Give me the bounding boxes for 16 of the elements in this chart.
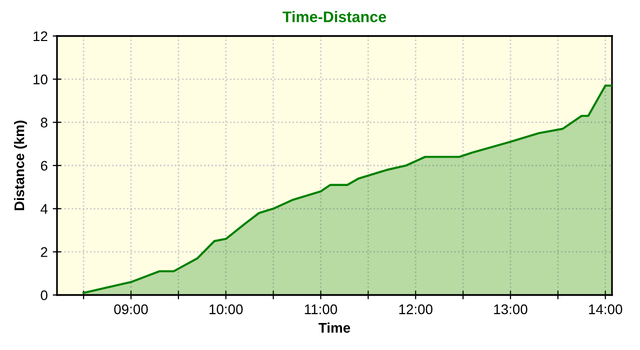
- y-axis-title: Distance (km): [14, 120, 27, 210]
- x-tick-label: 14:00: [589, 304, 622, 314]
- x-tick-label: 10:00: [210, 304, 243, 314]
- y-tick-label: 8: [40, 118, 48, 128]
- y-tick-label: 4: [40, 204, 48, 214]
- y-tick-label: 10: [34, 74, 48, 84]
- y-tick-label: 0: [40, 290, 48, 300]
- y-tick-label: 12: [34, 31, 48, 42]
- x-tick-label: 12:00: [399, 304, 432, 314]
- y-tick-label: 2: [40, 247, 48, 257]
- x-tick-label: 11:00: [304, 304, 338, 314]
- y-tick-label: 6: [40, 160, 48, 171]
- x-tick-label: 09:00: [114, 304, 148, 314]
- x-axis-title: Time: [318, 322, 350, 333]
- x-tick-label: 13:00: [494, 304, 528, 314]
- chart-title: Time-Distance: [282, 11, 386, 22]
